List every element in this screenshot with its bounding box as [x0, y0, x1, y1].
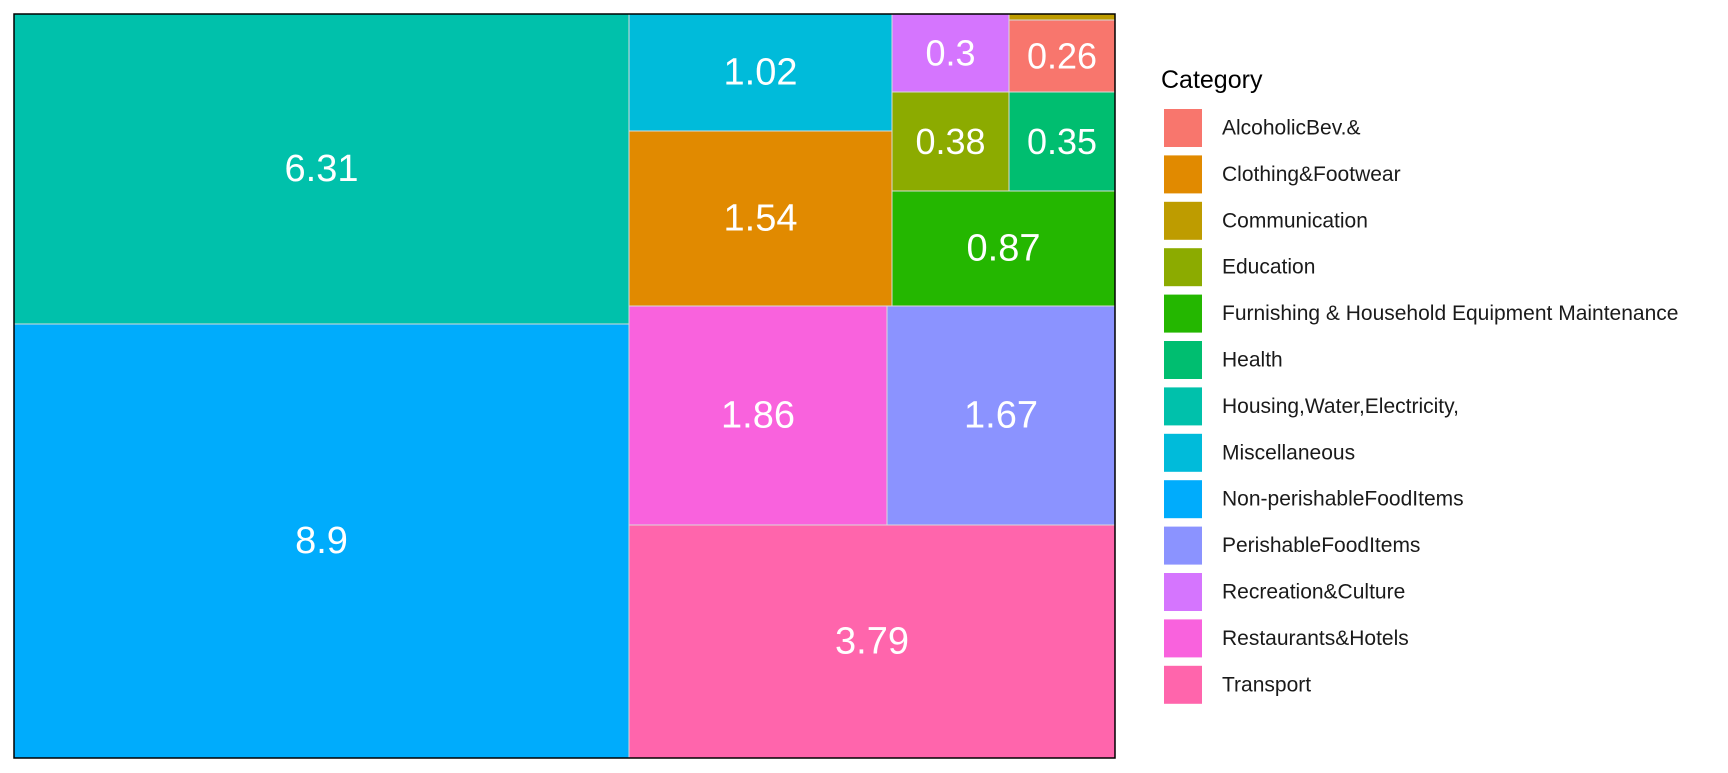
legend-label-clothing-footwear: Clothing&Footwear	[1222, 163, 1401, 186]
legend-label-education: Education	[1222, 256, 1315, 279]
legend-label-restaurants-hotels: Restaurants&Hotels	[1222, 627, 1409, 650]
tile-communication	[1008, 13, 1116, 21]
legend-label-non-perishablefooditems: Non-perishableFoodItems	[1222, 488, 1464, 511]
legend-label-transport: Transport	[1222, 673, 1311, 696]
tile-label-perishablefooditems: 1.67	[964, 395, 1038, 437]
legend-key-health	[1164, 341, 1202, 379]
tile-housing-water-electricity	[13, 13, 630, 325]
tile-restaurants-hotels	[628, 305, 888, 526]
tile-label-health: 0.35	[1027, 121, 1097, 162]
legend-label-housing-water-electricity: Housing,Water,Electricity,	[1222, 395, 1459, 418]
tile-recreation-culture	[891, 13, 1010, 93]
legend-key-miscellaneous	[1164, 433, 1202, 472]
tile-clothing-footwear	[628, 130, 893, 307]
legend-key-education	[1164, 248, 1202, 287]
legend-key-communication	[1164, 201, 1202, 240]
tile-label-recreation-culture: 0.3	[925, 33, 975, 74]
legend-key-perishablefooditems	[1164, 526, 1202, 565]
legend-label-communication: Communication	[1222, 209, 1368, 232]
legend-label-perishablefooditems: PerishableFoodItems	[1222, 534, 1420, 557]
plot-panel-border	[13, 13, 1116, 759]
tile-transport	[628, 524, 1116, 759]
tile-label-miscellaneous: 1.02	[724, 52, 798, 94]
tile-label-transport: 3.79	[835, 621, 909, 663]
legend-label-health: Health	[1222, 349, 1283, 372]
legend-key-furnishing-household-equipment-maintenance	[1164, 294, 1202, 333]
tile-label-clothing-footwear: 1.54	[724, 198, 798, 240]
legend: Category AlcoholicBev.& Clothing&Footwear…	[1161, 66, 1678, 704]
legend-label-miscellaneous: Miscellaneous	[1222, 441, 1355, 464]
legend-key-restaurants-hotels	[1164, 619, 1202, 658]
legend-title: Category	[1161, 66, 1263, 94]
legend-key-recreation-culture	[1164, 573, 1202, 611]
tile-non-perishablefooditems	[13, 323, 630, 759]
tile-alcoholicbev	[1008, 19, 1116, 93]
tile-label-non-perishablefooditems: 8.9	[295, 520, 348, 562]
legend-label-alcoholicbev: AlcoholicBev.&	[1222, 117, 1361, 140]
legend-key-non-perishablefooditems	[1164, 480, 1202, 519]
legend-label-furnishing-household-equipment-maintenance: Furnishing & Household Equipment Mainten…	[1222, 302, 1678, 325]
tile-label-housing-water-electricity: 6.31	[285, 148, 359, 190]
tile-label-furnishing-household-equipment-maintenance: 0.87	[967, 228, 1041, 270]
treemap-tiles: 6.31 8.9 1.02 1.54 0.3 0.26 0.38 0.35 0.87 1.86 1.…	[13, 13, 1116, 759]
tile-label-restaurants-hotels: 1.86	[721, 395, 795, 437]
legend-key-alcoholicbev	[1164, 109, 1202, 147]
legend-key-housing-water-electricity	[1164, 387, 1202, 426]
tile-label-education: 0.38	[915, 121, 985, 162]
legend-label-recreation-culture: Recreation&Culture	[1222, 581, 1405, 604]
tile-label-alcoholicbev: 0.26	[1027, 36, 1097, 77]
legend-key-clothing-footwear	[1164, 155, 1202, 194]
tile-health	[1008, 91, 1116, 192]
legend-key-transport	[1164, 665, 1202, 704]
